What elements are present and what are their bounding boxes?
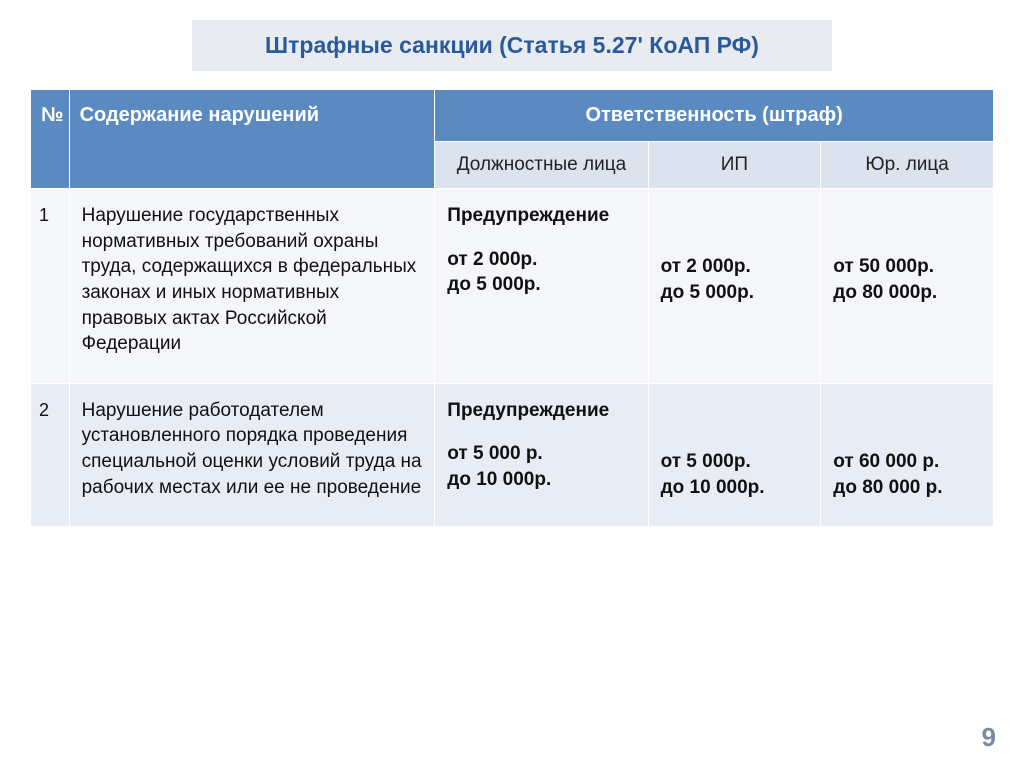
col-header-num: № — [31, 90, 70, 189]
violation-desc: Нарушение работодателем установленного п… — [69, 383, 435, 527]
table-row: 1 Нарушение государственных нормативных … — [31, 189, 994, 384]
page-title: Штрафные санкции (Статья 5.27' КоАП РФ) — [192, 20, 832, 71]
range-from: от 2 000р. — [661, 256, 751, 277]
range-from: от 5 000 р. — [447, 443, 542, 464]
page-number: 9 — [982, 722, 996, 753]
officials-penalty: Предупреждение от 2 000р. до 5 000р. — [435, 189, 648, 384]
range-from: от 5 000р. — [661, 451, 751, 472]
range-from: от 50 000р. — [833, 256, 934, 277]
ip-penalty: от 2 000р. до 5 000р. — [648, 189, 821, 384]
warning-label: Предупреждение — [447, 398, 635, 424]
col-subheader-officials: Должностные лица — [435, 142, 648, 189]
ip-penalty: от 5 000р. до 10 000р. — [648, 383, 821, 527]
range-to: до 80 000 р. — [833, 477, 942, 498]
row-num: 1 — [31, 189, 70, 384]
col-subheader-ip: ИП — [648, 142, 821, 189]
col-header-liability: Ответственность (штраф) — [435, 90, 994, 142]
warning-label: Предупреждение — [447, 203, 635, 229]
violation-desc: Нарушение государственных нормативных тр… — [69, 189, 435, 384]
officials-penalty: Предупреждение от 5 000 р. до 10 000р. — [435, 383, 648, 527]
row-num: 2 — [31, 383, 70, 527]
table-row: 2 Нарушение работодателем установленного… — [31, 383, 994, 527]
col-header-violation: Содержание нарушений — [69, 90, 435, 189]
legal-penalty: от 50 000р. до 80 000р. — [821, 189, 994, 384]
range-from: от 2 000р. — [447, 249, 537, 270]
col-subheader-legal: Юр. лица — [821, 142, 994, 189]
range-to: до 5 000р. — [661, 282, 754, 303]
legal-penalty: от 60 000 р. до 80 000 р. — [821, 383, 994, 527]
range-to: до 80 000р. — [833, 282, 937, 303]
range-to: до 10 000р. — [447, 469, 551, 490]
range-to: до 5 000р. — [447, 274, 540, 295]
range-from: от 60 000 р. — [833, 451, 939, 472]
range-to: до 10 000р. — [661, 477, 765, 498]
penalties-table: № Содержание нарушений Ответственность (… — [30, 89, 994, 527]
